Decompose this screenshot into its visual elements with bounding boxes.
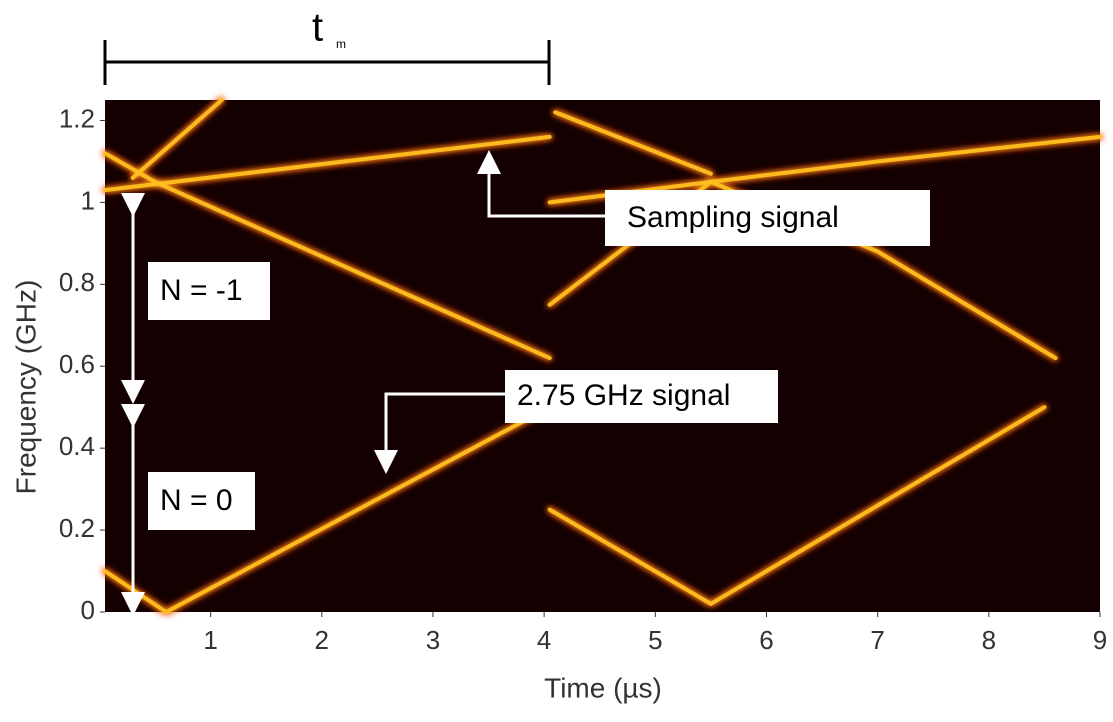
x-tick-label: 2: [315, 625, 329, 655]
label-box: [148, 472, 255, 530]
y-tick-label: 0.8: [59, 267, 95, 297]
x-tick-label: 3: [426, 625, 440, 655]
n-0-label: N = 0: [160, 484, 233, 517]
x-tick-label: 7: [870, 625, 884, 655]
label-box: [505, 370, 778, 423]
x-tick-label: 5: [648, 625, 662, 655]
tm-label: t: [312, 6, 323, 50]
y-axis-title: Frequency (GHz): [10, 280, 41, 495]
label-box: [605, 190, 930, 246]
trace: [103, 134, 552, 193]
trace: [103, 151, 552, 361]
x-tick-label: 4: [537, 625, 551, 655]
trace: [553, 110, 713, 176]
sampling-label: Sampling signal: [627, 201, 839, 234]
trace: [547, 405, 1047, 607]
x-axis-title: Time (µs): [544, 672, 662, 703]
trace: [130, 98, 224, 180]
plot-area: [105, 100, 1100, 612]
x-tick-label: 9: [1093, 625, 1107, 655]
label-box: [148, 262, 270, 320]
y-tick-label: 0.4: [59, 431, 95, 461]
annotation-arrows: [121, 150, 605, 616]
x-tick-label: 6: [759, 625, 773, 655]
y-tick-label: 0.6: [59, 349, 95, 379]
signal-label: 2.75 GHz signal: [517, 379, 730, 412]
x-tick-label: 8: [982, 625, 996, 655]
n-minus-1-label: N = -1: [160, 274, 243, 307]
y-tick-label: 1: [81, 185, 95, 215]
tm-subscript: m: [336, 37, 346, 51]
y-tick-label: 0.2: [59, 513, 95, 543]
y-tick-label: 1.2: [59, 103, 95, 133]
y-tick-label: 0: [81, 595, 95, 625]
x-tick-label: 1: [203, 625, 217, 655]
tm-bracket: [103, 40, 551, 85]
